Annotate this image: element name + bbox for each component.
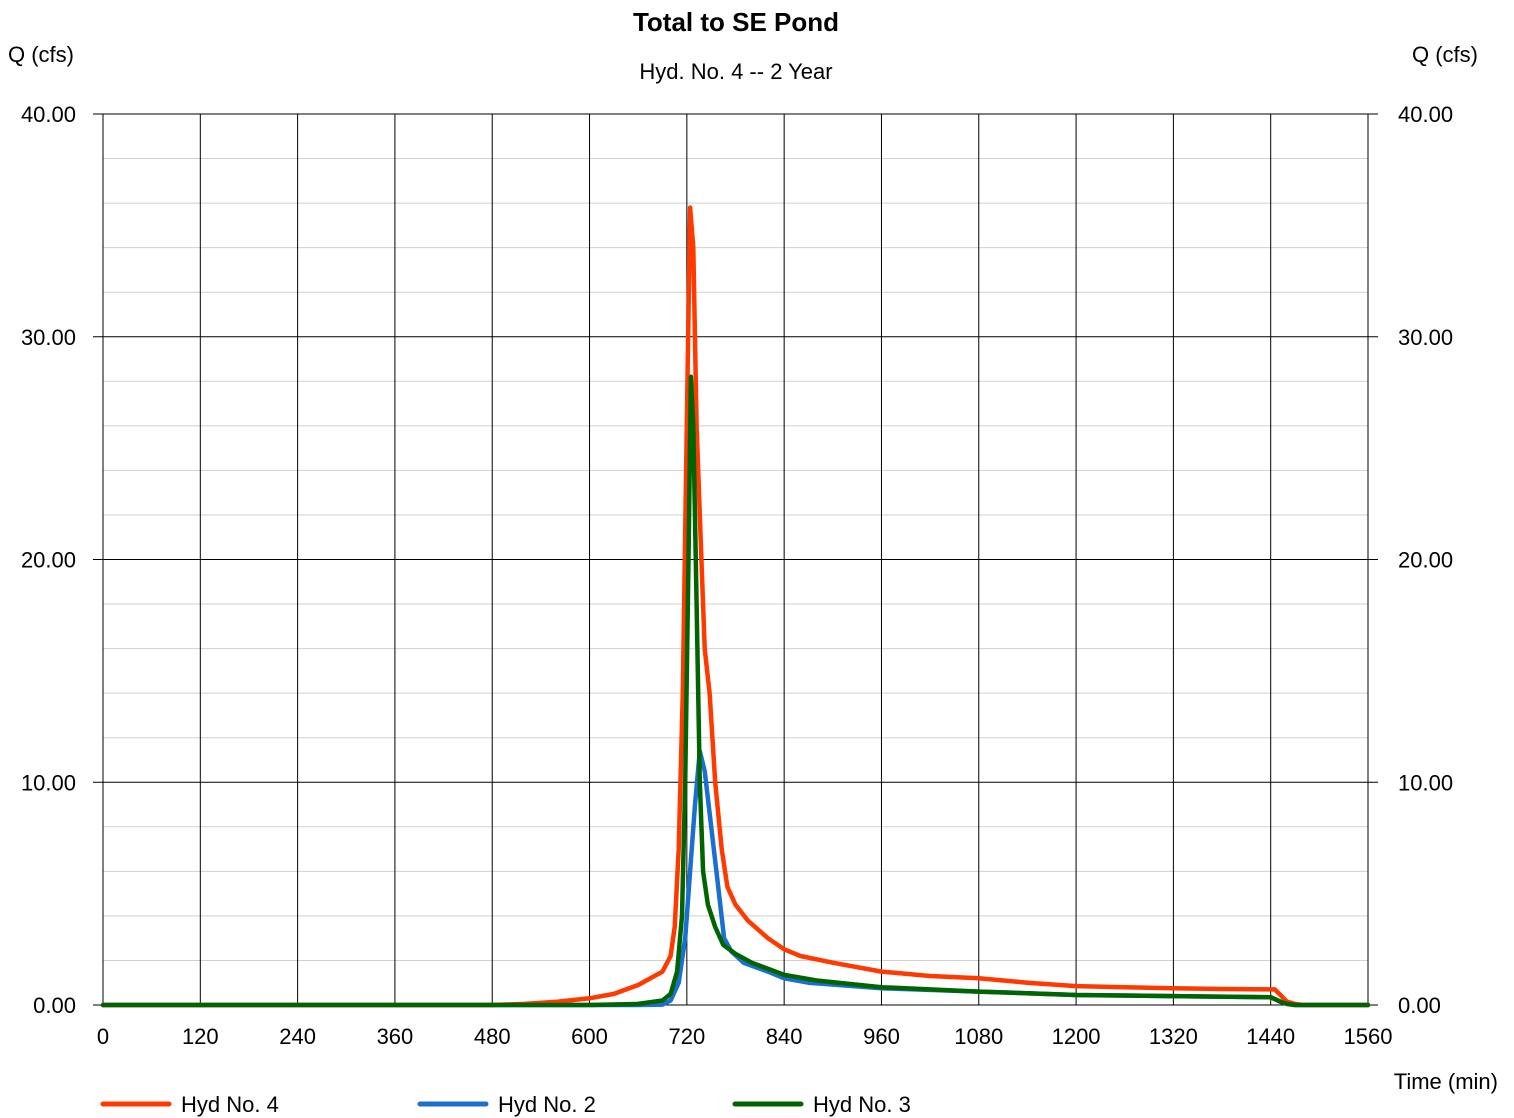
- y-axis-label-right: Q (cfs): [1412, 42, 1478, 67]
- x-tick-label: 1080: [954, 1024, 1003, 1049]
- y-tick-label-left: 40.00: [21, 102, 76, 127]
- y-tick-label-right: 30.00: [1398, 325, 1453, 350]
- legend-label: Hyd No. 2: [498, 1092, 596, 1117]
- x-tick-label: 240: [279, 1024, 316, 1049]
- y-tick-label-left: 10.00: [21, 770, 76, 795]
- x-axis-label: Time (min): [1394, 1069, 1498, 1094]
- chart-title: Total to SE Pond: [633, 7, 839, 37]
- series-lines: [100, 205, 1371, 1008]
- x-tick-label: 1200: [1052, 1024, 1101, 1049]
- plot-area-border: [102, 113, 1369, 1006]
- minor-gridlines: [103, 158, 1368, 961]
- x-tick-label: 840: [766, 1024, 803, 1049]
- x-tick-label: 120: [182, 1024, 219, 1049]
- y-tick-label-right: 40.00: [1398, 102, 1453, 127]
- legend: Hyd No. 4 Hyd No. 2 Hyd No. 3: [100, 1092, 911, 1117]
- x-tick-label: 0: [97, 1024, 109, 1049]
- series-line-hyd-no-4: [100, 205, 1371, 1008]
- x-tick-label: 1560: [1344, 1024, 1393, 1049]
- series-line-hyd-no-2: [100, 748, 1371, 1008]
- x-tick-label: 960: [863, 1024, 900, 1049]
- series-line-hyd-no-3: [100, 374, 1371, 1008]
- x-tick-label: 1440: [1246, 1024, 1295, 1049]
- y-tick-labels: 0.00 0.00 10.00 10.00 20.00 20.00 30.00 30.00 40…: [21, 102, 1453, 1018]
- chart-subtitle: Hyd. No. 4 -- 2 Year: [639, 59, 832, 84]
- legend-label: Hyd No. 3: [813, 1092, 911, 1117]
- x-tick-label: 480: [474, 1024, 511, 1049]
- y-tick-label-left: 0.00: [33, 993, 76, 1018]
- y-tick-label-right: 20.00: [1398, 548, 1453, 573]
- x-tick-label: 720: [668, 1024, 705, 1049]
- y-tick-label-left: 30.00: [21, 325, 76, 350]
- x-tick-label: 360: [377, 1024, 414, 1049]
- legend-label: Hyd No. 4: [181, 1092, 279, 1117]
- x-tick-labels: 0 120 240 360 480 600 720 840 960 1080 1200 1320 144…: [97, 1024, 1393, 1049]
- y-tick-label-right: 0.00: [1398, 993, 1441, 1018]
- x-tick-label: 600: [571, 1024, 608, 1049]
- y-tick-label-right: 10.00: [1398, 770, 1453, 795]
- plot-frame: [102, 113, 1369, 1006]
- y-axis-label-left: Q (cfs): [8, 42, 74, 67]
- x-tick-label: 1320: [1149, 1024, 1198, 1049]
- y-tick-label-left: 20.00: [21, 548, 76, 573]
